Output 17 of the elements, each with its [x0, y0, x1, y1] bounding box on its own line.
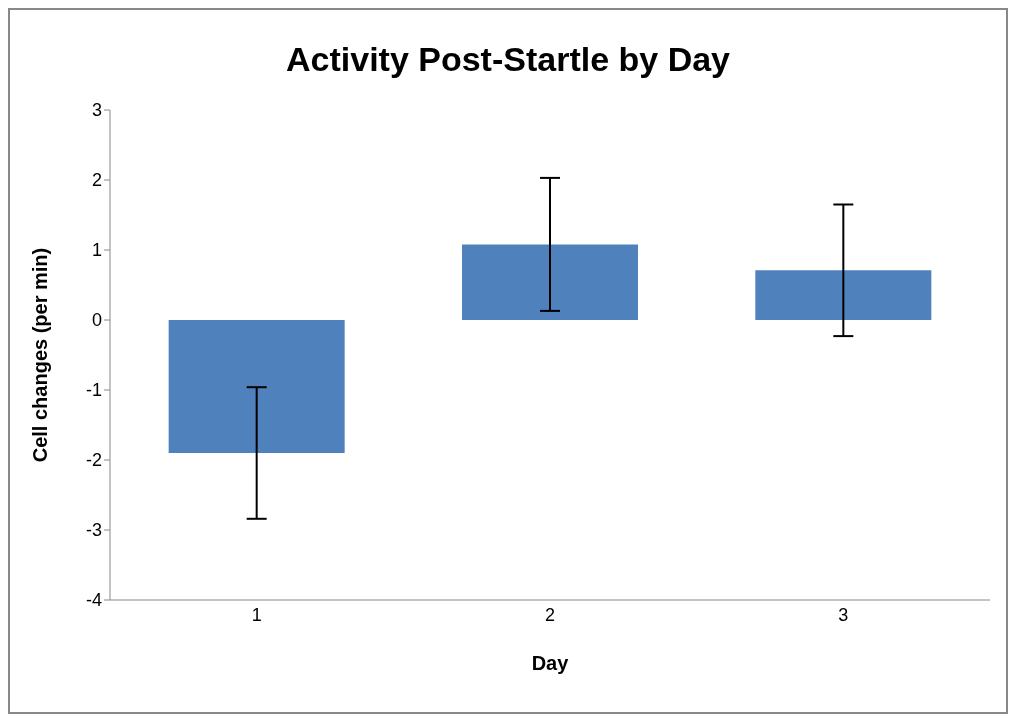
y-axis-title: Cell changes (per min)	[29, 247, 52, 463]
bar	[168, 320, 345, 453]
x-tick-label: 1	[251, 604, 262, 625]
y-tick-label: -1	[85, 380, 102, 401]
y-tick-label: 0	[91, 310, 102, 331]
chart-title: Activity Post-Startle by Day	[285, 40, 731, 80]
bar	[755, 270, 932, 320]
bar	[462, 244, 638, 320]
y-tick-label: 2	[91, 170, 102, 191]
y-tick-label: -4	[85, 590, 102, 611]
x-axis-title: Day	[531, 652, 570, 674]
y-tick-label: -3	[85, 520, 102, 541]
y-tick-label: 3	[91, 100, 102, 121]
x-tick-label: 3	[838, 604, 849, 625]
x-tick-label: 2	[544, 604, 556, 625]
y-tick-label: 1	[91, 240, 102, 261]
y-tick-label: -2	[85, 450, 102, 471]
